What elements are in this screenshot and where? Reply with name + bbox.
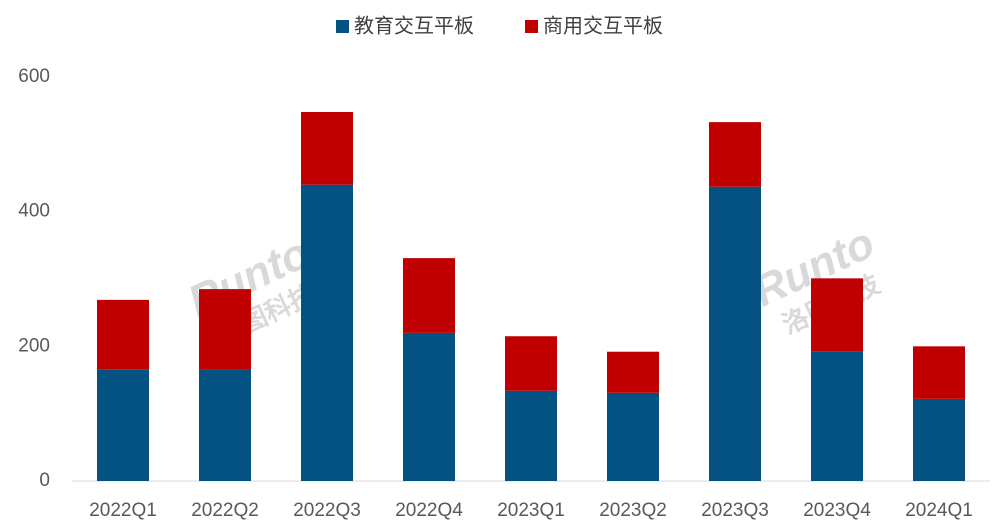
y-tick-label: 200 (18, 335, 50, 356)
bar-segment (709, 186, 761, 481)
x-tick-label: 2024Q1 (905, 500, 973, 521)
y-tick-label: 400 (18, 201, 50, 222)
legend-label: 教育交互平板 (354, 14, 474, 37)
bar-segment (811, 351, 863, 481)
bar-segment (607, 392, 659, 481)
x-tick-label: 2023Q1 (497, 500, 565, 521)
bar-segment (403, 258, 455, 333)
bar-segment (505, 336, 557, 391)
bar-segment (913, 398, 965, 481)
legend-swatch (525, 20, 538, 33)
x-tick-label: 2022Q1 (89, 500, 157, 521)
bar-segment (199, 369, 251, 481)
bar-segment (811, 278, 863, 352)
legend-label: 商用交互平板 (543, 14, 663, 37)
x-tick-label: 2023Q3 (701, 500, 769, 521)
x-tick-label: 2022Q3 (293, 500, 361, 521)
bar-segment (301, 112, 353, 185)
bar-segment (97, 299, 149, 370)
x-tick-label: 2022Q4 (395, 500, 463, 521)
y-tick-label: 0 (39, 470, 50, 491)
bar-segment (913, 346, 965, 399)
x-tick-label: 2023Q4 (803, 500, 871, 521)
x-tick-label: 2023Q2 (599, 500, 667, 521)
bar-segment (199, 289, 251, 370)
bar-segment (403, 332, 455, 481)
legend-swatch (336, 20, 349, 33)
bar-segment (301, 184, 353, 481)
bar-segment (607, 351, 659, 393)
bar-segment (709, 122, 761, 187)
x-tick-label: 2022Q2 (191, 500, 259, 521)
bar-segment (505, 390, 557, 481)
bar-segment (97, 369, 149, 481)
y-tick-label: 600 (18, 66, 50, 87)
